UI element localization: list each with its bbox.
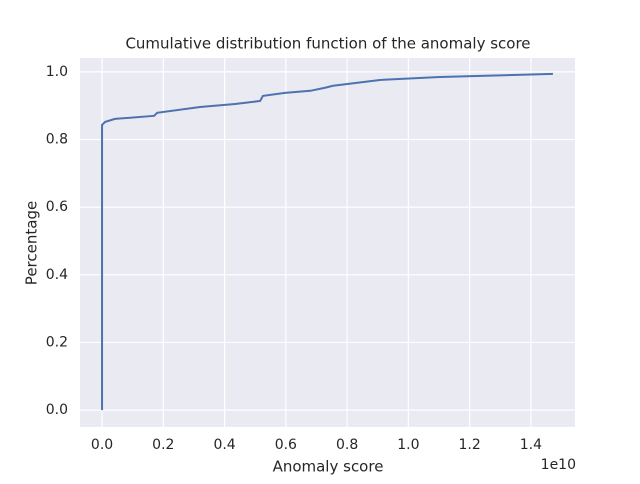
y-tick-label: 0.2: [46, 334, 68, 350]
chart-title: Cumulative distribution function of the …: [125, 35, 530, 53]
y-tick-label: 1.0: [46, 64, 68, 80]
line-series: [101, 72, 553, 411]
x-tick-label: 0.8: [336, 437, 358, 453]
x-tick-label: 0.6: [275, 437, 297, 453]
x-tick-label: 0.2: [152, 437, 174, 453]
x-offset-label: 1e10: [541, 457, 576, 473]
y-axis-label: Percentage: [23, 201, 41, 285]
x-tick-label: 1.0: [397, 437, 419, 453]
plot-area: [80, 58, 575, 427]
x-axis-label: Anomaly score: [273, 458, 384, 476]
y-tick-label: 0.0: [46, 402, 68, 418]
x-tick-label: 0.0: [91, 437, 113, 453]
y-tick-label: 0.6: [46, 199, 68, 215]
x-tick-label: 1.2: [458, 437, 480, 453]
y-tick-label: 0.8: [46, 132, 68, 148]
y-tick-label: 0.4: [46, 267, 68, 283]
x-tick-label: 1.4: [520, 437, 542, 453]
x-tick-label: 0.4: [213, 437, 235, 453]
